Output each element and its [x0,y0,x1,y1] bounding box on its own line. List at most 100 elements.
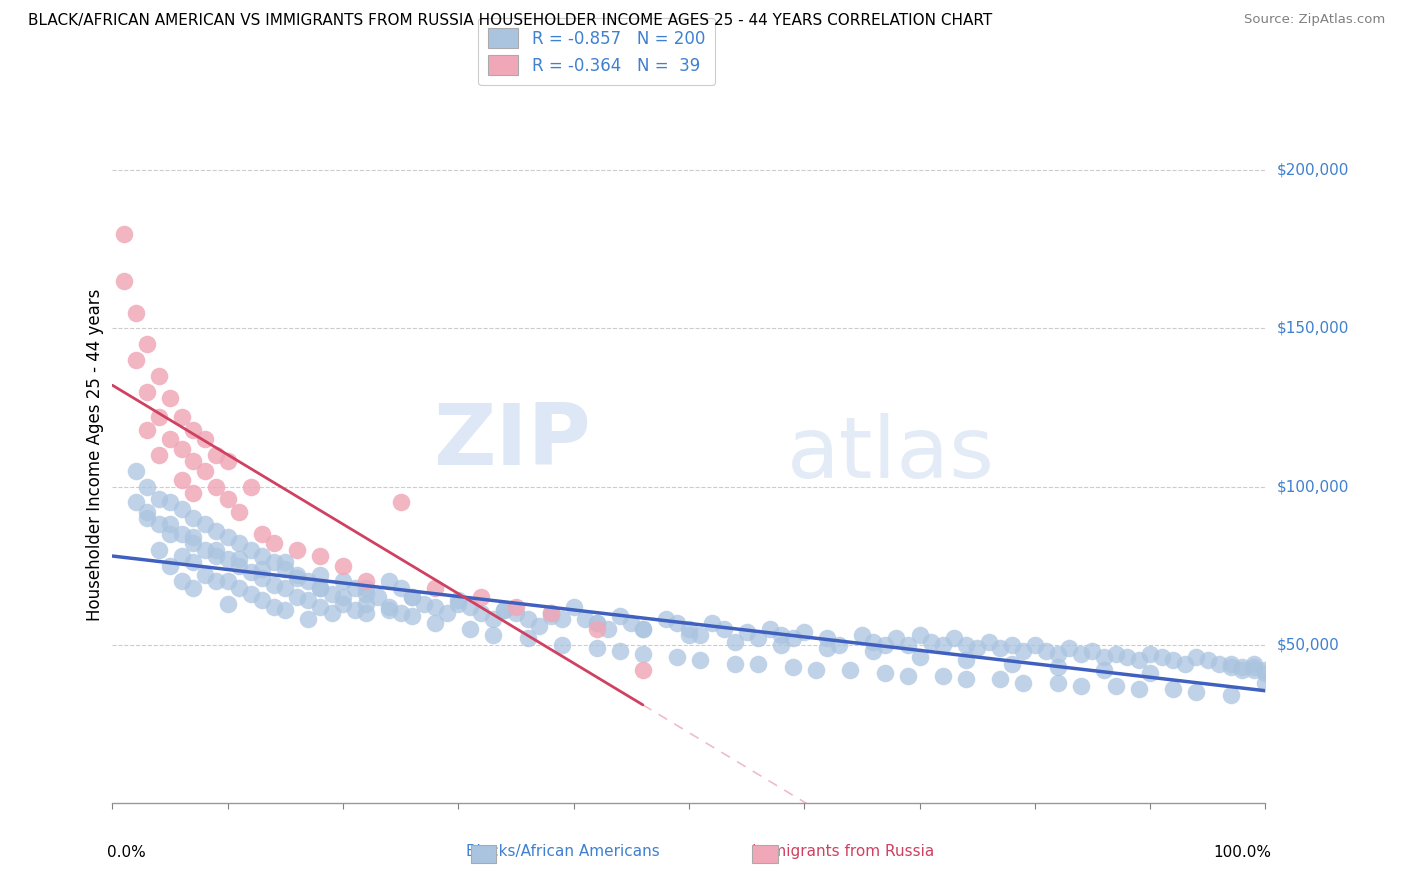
Point [931,638,953,652]
Point [343,581,366,595]
Point [620,615,643,630]
Point [782,632,804,646]
Point [170,501,193,516]
Point [782,660,804,674]
Point [159,391,181,405]
Point [1208,657,1230,671]
Point [148,517,170,532]
Point [389,581,412,595]
Point [1024,638,1046,652]
Point [631,622,654,636]
Point [343,603,366,617]
Point [631,663,654,677]
Text: 100.0%: 100.0% [1213,845,1271,860]
Point [1070,679,1092,693]
Point [1232,660,1254,674]
Point [228,552,250,566]
Point [354,574,377,589]
Point [897,669,920,683]
Point [1104,647,1126,661]
Point [1243,657,1265,671]
Point [540,609,562,624]
Point [1012,644,1035,658]
Point [159,558,181,573]
Point [378,603,401,617]
Point [862,644,884,658]
Point [689,628,711,642]
Point [239,565,262,579]
Point [112,227,135,241]
Point [747,632,769,646]
Point [159,527,181,541]
Text: $150,000: $150,000 [1277,321,1348,336]
Point [252,571,274,585]
Point [309,568,332,582]
Point [332,574,354,589]
Point [205,542,228,557]
Point [205,549,228,563]
Point [1081,644,1104,658]
Point [378,574,401,589]
Point [955,673,977,687]
Legend: R = -0.857   N = 200, R = -0.364   N =  39: R = -0.857 N = 200, R = -0.364 N = 39 [478,18,716,86]
Point [955,638,977,652]
Point [540,606,562,620]
Point [1161,653,1184,667]
Point [228,581,250,595]
Point [1046,675,1069,690]
Point [181,423,204,437]
Point [217,552,239,566]
Point [194,464,217,478]
Point [886,632,908,646]
Point [217,597,239,611]
Text: ZIP: ZIP [433,400,591,483]
Point [332,597,354,611]
Point [297,612,319,626]
Point [735,625,758,640]
Point [1219,657,1241,671]
Point [897,638,920,652]
Point [1035,644,1057,658]
Point [862,634,884,648]
Point [609,644,631,658]
Point [309,581,332,595]
Point [389,606,412,620]
Point [263,599,285,614]
Point [239,479,262,493]
Point [159,432,181,446]
Point [194,568,217,582]
Point [516,612,538,626]
Point [124,305,146,319]
Point [666,615,689,630]
Point [458,599,481,614]
Point [551,638,574,652]
Point [585,622,607,636]
Point [505,599,527,614]
Point [148,448,170,462]
Point [274,581,297,595]
Point [354,606,377,620]
Point [263,577,285,591]
Point [873,638,896,652]
Point [274,603,297,617]
Point [148,492,170,507]
Point [1059,640,1081,655]
Point [285,542,308,557]
Point [631,647,654,661]
Point [1092,663,1115,677]
Point [1104,679,1126,693]
Point [873,666,896,681]
Point [159,495,181,509]
Point [136,505,159,519]
Point [170,574,193,589]
Point [1254,663,1277,677]
Point [540,606,562,620]
Text: 0.0%: 0.0% [107,845,145,860]
Point [1254,675,1277,690]
Point [1232,663,1254,677]
Point [655,612,678,626]
Point [931,669,953,683]
Point [598,622,620,636]
Point [585,640,607,655]
Point [332,591,354,605]
